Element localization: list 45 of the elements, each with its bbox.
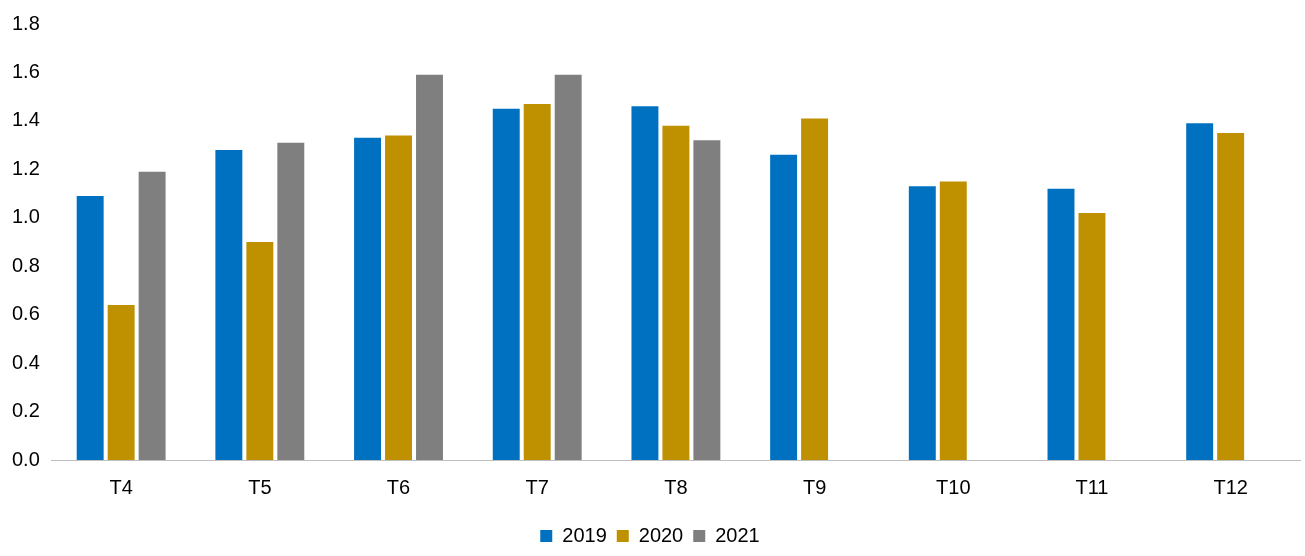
x-tick-label: T5	[248, 475, 272, 498]
bar	[385, 135, 412, 460]
y-tick-label: 0.0	[11, 447, 40, 470]
bar	[1078, 212, 1106, 460]
bar	[1217, 133, 1245, 460]
y-tick-label: 1.0	[11, 205, 40, 228]
x-tick-label: T9	[802, 475, 827, 498]
bar	[246, 242, 274, 460]
bar	[1186, 123, 1214, 460]
x-tick-label: T10	[936, 475, 971, 498]
bar	[215, 149, 243, 460]
bar	[631, 106, 659, 460]
legend-label: 2021	[715, 523, 760, 546]
x-tick-label: T12	[1213, 475, 1248, 498]
x-tick-label: T6	[386, 475, 411, 498]
bar	[554, 74, 582, 460]
bar	[354, 137, 382, 460]
y-tick-label: 0.8	[11, 253, 40, 276]
bar	[939, 181, 967, 460]
y-tick-label: 0.2	[11, 399, 40, 422]
bar	[277, 142, 305, 460]
y-tick-label: 1.6	[11, 59, 40, 82]
bar	[770, 154, 798, 460]
bar	[76, 195, 104, 460]
x-tick-label: T7	[525, 475, 549, 498]
y-tick-label: 1.2	[11, 156, 40, 179]
bar	[138, 171, 166, 460]
bar	[107, 304, 135, 460]
y-tick-label: 1.4	[11, 108, 40, 131]
legend-label: 2020	[638, 523, 684, 546]
legend-label: 2019	[562, 523, 607, 546]
bar	[416, 74, 443, 460]
bar	[662, 125, 690, 460]
bar	[492, 108, 520, 460]
x-tick-label: T4	[109, 475, 133, 498]
x-tick-label: T11	[1075, 475, 1109, 498]
y-tick-label: 1.8	[11, 11, 40, 34]
bar	[801, 118, 829, 460]
y-tick-label: 0.4	[11, 350, 40, 373]
bar	[523, 103, 551, 460]
x-tick-label: T8	[664, 475, 688, 498]
bar	[908, 186, 936, 460]
y-tick-label: 0.6	[11, 302, 40, 325]
bar	[693, 140, 721, 460]
bar	[1047, 188, 1075, 460]
